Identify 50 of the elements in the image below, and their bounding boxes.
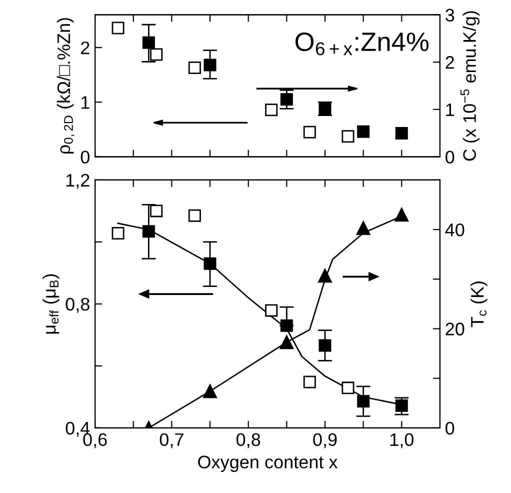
point <box>265 304 278 317</box>
x-tick-label: 0,7 <box>160 433 184 448</box>
y2-tick-label: 40 <box>445 223 464 236</box>
point <box>394 208 409 222</box>
y2-axis-title: T$_{c}$ (K) <box>470 282 488 328</box>
point <box>188 209 201 222</box>
y-axis-title: μ$_{eff}$ (μ$_{B}$) <box>42 274 60 334</box>
point <box>142 225 155 238</box>
point <box>188 62 201 74</box>
point <box>342 130 354 143</box>
y2-tick-label: 0 <box>446 150 454 164</box>
point <box>203 384 217 398</box>
x-tick-label: 0,9 <box>313 433 337 448</box>
point <box>204 257 216 270</box>
point <box>342 382 354 394</box>
point <box>150 204 163 218</box>
y2-tick-label: 20 <box>446 322 464 336</box>
x-tick-label: 0,8 <box>236 433 260 448</box>
x-axis-title: Oxygen content x <box>198 456 338 472</box>
point <box>280 319 293 332</box>
point <box>112 22 124 34</box>
point <box>112 227 124 240</box>
annotation: O$_{6+x}$:Zn4% <box>296 32 429 56</box>
point <box>357 395 370 408</box>
point <box>303 376 316 388</box>
point <box>280 93 293 106</box>
y-tick-label: 1 <box>82 96 90 109</box>
point <box>280 335 294 350</box>
point <box>204 58 216 72</box>
y-tick-label: 1,2 <box>66 174 90 189</box>
y2-tick-label: 3 <box>446 8 454 22</box>
point <box>318 339 332 352</box>
point <box>357 125 370 138</box>
y2-tick-label: 2 <box>446 56 454 69</box>
y-tick-label: 0,8 <box>66 298 90 313</box>
point <box>395 399 408 412</box>
y-axis-title: ρ$_{0,2D}$ (kΩ/□.%Zn) <box>56 18 74 154</box>
y2-tick-label: 0 <box>446 422 454 435</box>
point <box>356 221 370 235</box>
y-tick-label: 0 <box>80 150 90 164</box>
point <box>318 268 332 283</box>
point <box>395 127 408 140</box>
y2-tick-label: 1 <box>446 104 454 116</box>
point <box>265 104 278 116</box>
y2-axis-title: C (x 10$^{−5}$ emu.K/g) <box>460 11 480 161</box>
x-tick-label: 1,0 <box>390 433 414 448</box>
y-tick-label: 2 <box>81 41 90 54</box>
point <box>303 126 316 138</box>
point <box>142 36 155 49</box>
point <box>150 48 163 61</box>
